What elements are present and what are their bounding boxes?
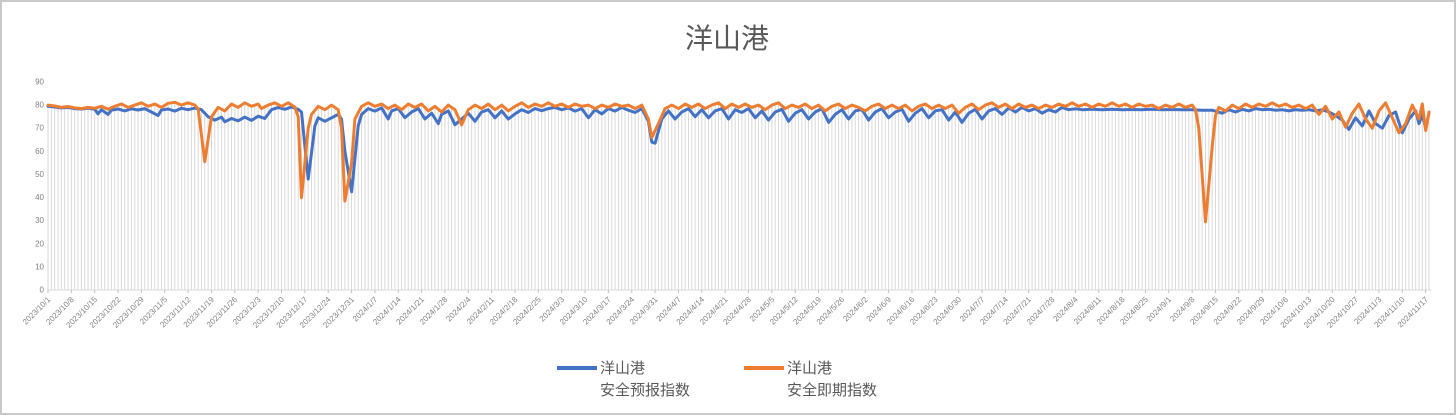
drop-lines-group — [47, 102, 1430, 290]
legend: 洋山港 安全预报指数 洋山港 安全即期指数 — [557, 360, 877, 399]
y-tick-label: 20 — [35, 239, 44, 248]
y-tick-label: 10 — [35, 262, 44, 271]
series-line-safety-spot-index — [46, 100, 1431, 224]
y-tick-label: 60 — [35, 147, 44, 156]
series-lines-group — [46, 100, 1431, 224]
legend-label-spot-line2: 安全即期指数 — [787, 381, 877, 399]
legend-label-forecast-line2: 安全预报指数 — [600, 381, 690, 399]
series-line-safety-forecast-index — [46, 104, 1431, 194]
chart-title: 洋山港 — [685, 23, 769, 54]
y-tick-label: 80 — [35, 101, 44, 110]
y-tick-label: 90 — [35, 78, 44, 87]
y-tick-label: 30 — [35, 216, 44, 225]
y-tick-label: 0 — [40, 286, 45, 295]
y-tick-label: 40 — [35, 193, 44, 202]
y-tick-label: 50 — [35, 170, 44, 179]
y-tick-label: 70 — [35, 124, 44, 133]
legend-label-spot-line1: 洋山港 — [787, 360, 832, 377]
legend-label-forecast-line1: 洋山港 — [600, 360, 645, 377]
